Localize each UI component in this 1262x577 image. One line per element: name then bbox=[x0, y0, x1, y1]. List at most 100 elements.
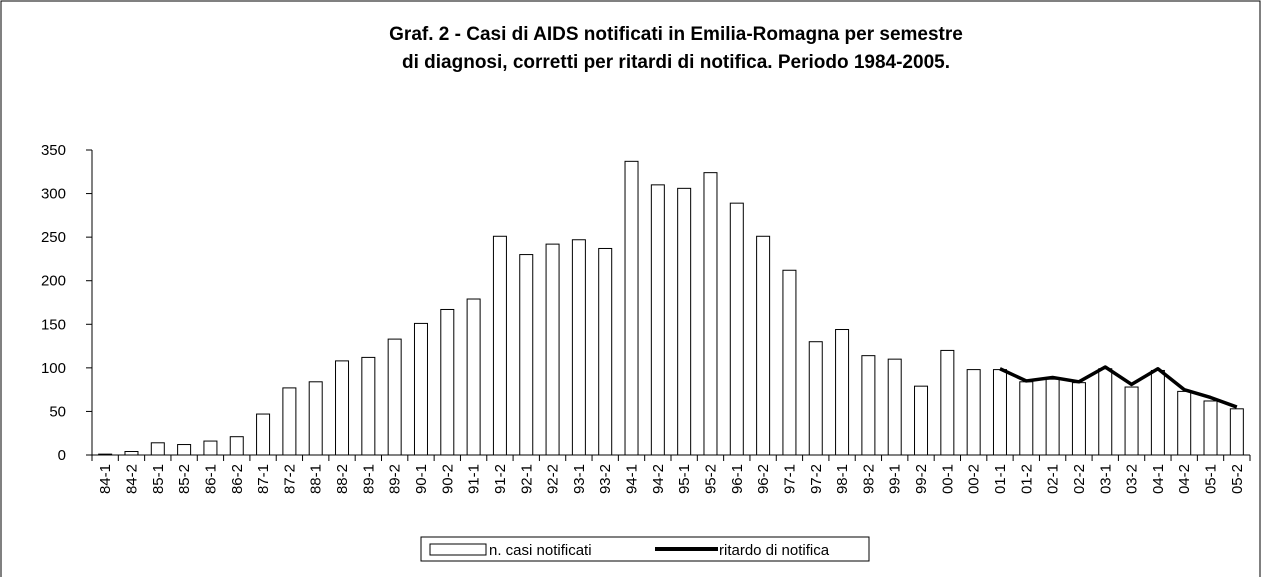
legend-swatch bbox=[429, 543, 487, 556]
y-tick-label: 100 bbox=[41, 360, 66, 377]
x-tick-label: 86-2 bbox=[229, 464, 246, 494]
x-tick-label: 01-2 bbox=[1018, 464, 1035, 494]
x-tick-label: 85-2 bbox=[176, 464, 193, 494]
y-tick-label: 250 bbox=[41, 229, 66, 246]
x-tick-label: 90-1 bbox=[413, 464, 430, 494]
x-tick-label: 85-1 bbox=[150, 464, 167, 494]
legend-label: n. casi notificati bbox=[489, 542, 592, 559]
x-tick-label: 86-1 bbox=[202, 464, 219, 494]
bar bbox=[98, 453, 113, 456]
y-tick-label: 150 bbox=[41, 316, 66, 333]
bar bbox=[519, 254, 534, 456]
x-tick-label: 93-2 bbox=[597, 464, 614, 494]
x-tick-label: 88-1 bbox=[308, 464, 325, 494]
x-tick-label: 95-1 bbox=[676, 464, 693, 494]
x-tick-label: 04-1 bbox=[1150, 464, 1167, 494]
bar bbox=[1229, 408, 1244, 456]
y-tick-label: 0 bbox=[58, 447, 66, 464]
bar bbox=[808, 341, 823, 456]
bar bbox=[756, 235, 771, 456]
bar bbox=[677, 187, 692, 456]
x-tick-label: 87-1 bbox=[255, 464, 272, 494]
bar bbox=[571, 239, 586, 456]
bar bbox=[1098, 368, 1113, 456]
bar bbox=[782, 269, 797, 456]
bar bbox=[124, 451, 139, 456]
bar bbox=[1177, 390, 1192, 456]
x-tick-label: 84-1 bbox=[97, 464, 114, 494]
bar bbox=[966, 369, 981, 456]
bar bbox=[282, 387, 297, 456]
x-tick-label: 95-2 bbox=[702, 464, 719, 494]
line bbox=[999, 365, 1238, 409]
x-tick-label: 90-2 bbox=[439, 464, 456, 494]
bar bbox=[650, 184, 665, 456]
x-tick-label: 84-2 bbox=[123, 464, 140, 494]
x-tick-label: 87-2 bbox=[281, 464, 298, 494]
legend-box bbox=[420, 536, 870, 562]
bar bbox=[203, 440, 218, 456]
x-tick-label: 99-1 bbox=[887, 464, 904, 494]
bar bbox=[150, 442, 165, 456]
bar bbox=[440, 308, 455, 456]
x-tick-label: 97-2 bbox=[808, 464, 825, 494]
x-tick-label: 03-1 bbox=[1097, 464, 1114, 494]
x-tick-label: 91-1 bbox=[466, 464, 483, 494]
x-tick-label: 99-2 bbox=[913, 464, 930, 494]
bar bbox=[308, 381, 323, 456]
x-tick-label: 89-2 bbox=[387, 464, 404, 494]
x-tick-label: 02-2 bbox=[1071, 464, 1088, 494]
bar bbox=[861, 355, 876, 456]
bar bbox=[1203, 400, 1218, 456]
x-tick-label: 00-2 bbox=[966, 464, 983, 494]
x-tick-label: 88-2 bbox=[334, 464, 351, 494]
bar bbox=[703, 172, 718, 456]
x-tick-label: 94-1 bbox=[624, 464, 641, 494]
x-tick-label: 05-1 bbox=[1203, 464, 1220, 494]
x-tick-label: 00-1 bbox=[939, 464, 956, 494]
x-tick-label: 97-1 bbox=[781, 464, 798, 494]
x-tick-label: 96-1 bbox=[729, 464, 746, 494]
x-tick-label: 05-2 bbox=[1229, 464, 1246, 494]
bar bbox=[256, 413, 271, 456]
bar bbox=[177, 444, 192, 456]
legend-label: ritardo di notifica bbox=[719, 542, 830, 559]
x-tick-label: 92-2 bbox=[545, 464, 562, 494]
bar bbox=[1071, 382, 1086, 456]
x-tick-label: 94-2 bbox=[650, 464, 667, 494]
y-tick-label: 200 bbox=[41, 273, 66, 290]
x-tick-label: 98-1 bbox=[834, 464, 851, 494]
bar bbox=[940, 349, 955, 456]
bar bbox=[729, 202, 744, 456]
x-tick-label: 04-2 bbox=[1176, 464, 1193, 494]
x-tick-label: 92-1 bbox=[518, 464, 535, 494]
y-tick-label: 350 bbox=[41, 142, 66, 159]
chart-title: di diagnosi, corretti per ritardi di not… bbox=[402, 52, 950, 73]
bar bbox=[1019, 381, 1034, 456]
bar bbox=[492, 235, 507, 456]
chart-title: Graf. 2 - Casi di AIDS notificati in Emi… bbox=[389, 24, 963, 45]
x-tick-label: 93-1 bbox=[571, 464, 588, 494]
bar bbox=[335, 360, 350, 456]
bar bbox=[624, 160, 639, 456]
x-tick-label: 01-1 bbox=[992, 464, 1009, 494]
bar bbox=[1150, 369, 1165, 456]
bar bbox=[229, 436, 244, 456]
bar bbox=[598, 247, 613, 456]
x-tick-label: 96-2 bbox=[755, 464, 772, 494]
y-tick-label: 50 bbox=[49, 403, 66, 420]
bar bbox=[413, 322, 428, 456]
bar bbox=[387, 338, 402, 456]
bar bbox=[914, 385, 929, 456]
bar bbox=[466, 298, 481, 456]
bar bbox=[887, 358, 902, 456]
x-tick-label: 03-2 bbox=[1124, 464, 1141, 494]
x-tick-label: 98-2 bbox=[860, 464, 877, 494]
bar bbox=[361, 356, 376, 456]
bar bbox=[835, 329, 850, 456]
bar bbox=[1045, 378, 1060, 456]
x-tick-label: 02-1 bbox=[1045, 464, 1062, 494]
y-tick-label: 300 bbox=[41, 186, 66, 203]
